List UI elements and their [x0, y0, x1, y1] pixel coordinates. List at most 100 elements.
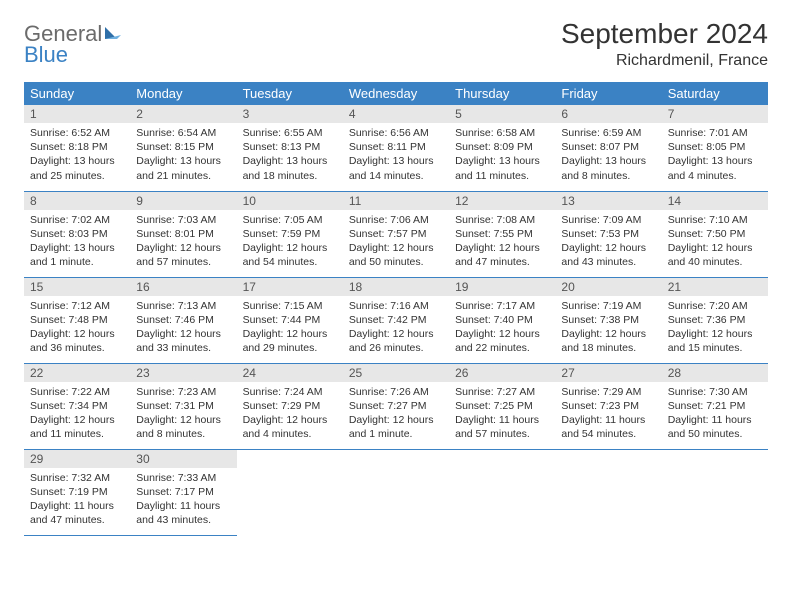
calendar-cell: 16Sunrise: 7:13 AMSunset: 7:46 PMDayligh… [130, 277, 236, 363]
daylight-text: Daylight: 11 hours and 47 minutes. [30, 499, 124, 527]
day-number: 30 [130, 450, 236, 468]
day-body: Sunrise: 7:02 AMSunset: 8:03 PMDaylight:… [24, 210, 130, 274]
day-body: Sunrise: 6:56 AMSunset: 8:11 PMDaylight:… [343, 123, 449, 187]
day-number: 8 [24, 192, 130, 210]
day-number: 16 [130, 278, 236, 296]
sunrise-text: Sunrise: 7:17 AM [455, 299, 549, 313]
sunset-text: Sunset: 7:50 PM [668, 227, 762, 241]
day-body: Sunrise: 7:30 AMSunset: 7:21 PMDaylight:… [662, 382, 768, 446]
daylight-text: Daylight: 12 hours and 47 minutes. [455, 241, 549, 269]
day-header: Tuesday [237, 82, 343, 105]
sunrise-text: Sunrise: 7:23 AM [136, 385, 230, 399]
sunset-text: Sunset: 7:38 PM [561, 313, 655, 327]
day-body: Sunrise: 7:01 AMSunset: 8:05 PMDaylight:… [662, 123, 768, 187]
day-body: Sunrise: 6:54 AMSunset: 8:15 PMDaylight:… [130, 123, 236, 187]
sunset-text: Sunset: 8:05 PM [668, 140, 762, 154]
calendar-cell: 23Sunrise: 7:23 AMSunset: 7:31 PMDayligh… [130, 363, 236, 449]
sunrise-text: Sunrise: 7:26 AM [349, 385, 443, 399]
calendar-cell: 19Sunrise: 7:17 AMSunset: 7:40 PMDayligh… [449, 277, 555, 363]
calendar-cell: 14Sunrise: 7:10 AMSunset: 7:50 PMDayligh… [662, 191, 768, 277]
calendar-cell: 9Sunrise: 7:03 AMSunset: 8:01 PMDaylight… [130, 191, 236, 277]
sunset-text: Sunset: 8:15 PM [136, 140, 230, 154]
calendar-cell: 27Sunrise: 7:29 AMSunset: 7:23 PMDayligh… [555, 363, 661, 449]
daylight-text: Daylight: 12 hours and 26 minutes. [349, 327, 443, 355]
daylight-text: Daylight: 12 hours and 4 minutes. [243, 413, 337, 441]
daylight-text: Daylight: 12 hours and 36 minutes. [30, 327, 124, 355]
day-body: Sunrise: 6:59 AMSunset: 8:07 PMDaylight:… [555, 123, 661, 187]
day-body: Sunrise: 7:23 AMSunset: 7:31 PMDaylight:… [130, 382, 236, 446]
daylight-text: Daylight: 12 hours and 33 minutes. [136, 327, 230, 355]
daylight-text: Daylight: 13 hours and 8 minutes. [561, 154, 655, 182]
day-body: Sunrise: 7:10 AMSunset: 7:50 PMDaylight:… [662, 210, 768, 274]
sunrise-text: Sunrise: 6:54 AM [136, 126, 230, 140]
sunrise-text: Sunrise: 7:33 AM [136, 471, 230, 485]
day-body: Sunrise: 7:24 AMSunset: 7:29 PMDaylight:… [237, 382, 343, 446]
sunset-text: Sunset: 7:17 PM [136, 485, 230, 499]
daylight-text: Daylight: 12 hours and 57 minutes. [136, 241, 230, 269]
sunrise-text: Sunrise: 7:13 AM [136, 299, 230, 313]
day-header-row: Sunday Monday Tuesday Wednesday Thursday… [24, 82, 768, 105]
day-body: Sunrise: 6:52 AMSunset: 8:18 PMDaylight:… [24, 123, 130, 187]
calendar-cell: 21Sunrise: 7:20 AMSunset: 7:36 PMDayligh… [662, 277, 768, 363]
calendar-week: 1Sunrise: 6:52 AMSunset: 8:18 PMDaylight… [24, 105, 768, 191]
day-body: Sunrise: 7:20 AMSunset: 7:36 PMDaylight:… [662, 296, 768, 360]
calendar-cell: 1Sunrise: 6:52 AMSunset: 8:18 PMDaylight… [24, 105, 130, 191]
daylight-text: Daylight: 12 hours and 18 minutes. [561, 327, 655, 355]
day-body: Sunrise: 7:13 AMSunset: 7:46 PMDaylight:… [130, 296, 236, 360]
sunrise-text: Sunrise: 7:24 AM [243, 385, 337, 399]
sunrise-text: Sunrise: 7:03 AM [136, 213, 230, 227]
day-number: 21 [662, 278, 768, 296]
sunrise-text: Sunrise: 7:05 AM [243, 213, 337, 227]
sunset-text: Sunset: 7:53 PM [561, 227, 655, 241]
day-number: 15 [24, 278, 130, 296]
day-number: 28 [662, 364, 768, 382]
day-body: Sunrise: 7:15 AMSunset: 7:44 PMDaylight:… [237, 296, 343, 360]
calendar-cell [343, 449, 449, 535]
daylight-text: Daylight: 12 hours and 29 minutes. [243, 327, 337, 355]
sunrise-text: Sunrise: 7:29 AM [561, 385, 655, 399]
sunrise-text: Sunrise: 7:19 AM [561, 299, 655, 313]
daylight-text: Daylight: 11 hours and 50 minutes. [668, 413, 762, 441]
sunset-text: Sunset: 8:18 PM [30, 140, 124, 154]
day-number: 17 [237, 278, 343, 296]
day-body: Sunrise: 7:05 AMSunset: 7:59 PMDaylight:… [237, 210, 343, 274]
calendar-cell: 20Sunrise: 7:19 AMSunset: 7:38 PMDayligh… [555, 277, 661, 363]
sunset-text: Sunset: 7:42 PM [349, 313, 443, 327]
day-body: Sunrise: 7:19 AMSunset: 7:38 PMDaylight:… [555, 296, 661, 360]
day-number: 11 [343, 192, 449, 210]
calendar-cell: 24Sunrise: 7:24 AMSunset: 7:29 PMDayligh… [237, 363, 343, 449]
day-body: Sunrise: 7:17 AMSunset: 7:40 PMDaylight:… [449, 296, 555, 360]
day-body: Sunrise: 7:16 AMSunset: 7:42 PMDaylight:… [343, 296, 449, 360]
sunset-text: Sunset: 8:07 PM [561, 140, 655, 154]
calendar-cell: 18Sunrise: 7:16 AMSunset: 7:42 PMDayligh… [343, 277, 449, 363]
sunset-text: Sunset: 7:27 PM [349, 399, 443, 413]
day-number: 4 [343, 105, 449, 123]
day-number: 9 [130, 192, 236, 210]
calendar-week: 29Sunrise: 7:32 AMSunset: 7:19 PMDayligh… [24, 449, 768, 535]
sunset-text: Sunset: 7:48 PM [30, 313, 124, 327]
day-number: 23 [130, 364, 236, 382]
daylight-text: Daylight: 11 hours and 57 minutes. [455, 413, 549, 441]
daylight-text: Daylight: 13 hours and 25 minutes. [30, 154, 124, 182]
sunrise-text: Sunrise: 7:06 AM [349, 213, 443, 227]
sunrise-text: Sunrise: 7:15 AM [243, 299, 337, 313]
calendar-cell [555, 449, 661, 535]
day-number: 29 [24, 450, 130, 468]
daylight-text: Daylight: 12 hours and 54 minutes. [243, 241, 337, 269]
sunrise-text: Sunrise: 7:01 AM [668, 126, 762, 140]
sunset-text: Sunset: 8:01 PM [136, 227, 230, 241]
day-number: 1 [24, 105, 130, 123]
daylight-text: Daylight: 12 hours and 11 minutes. [30, 413, 124, 441]
calendar-cell: 3Sunrise: 6:55 AMSunset: 8:13 PMDaylight… [237, 105, 343, 191]
day-number: 19 [449, 278, 555, 296]
calendar-cell: 10Sunrise: 7:05 AMSunset: 7:59 PMDayligh… [237, 191, 343, 277]
sunrise-text: Sunrise: 7:08 AM [455, 213, 549, 227]
calendar-cell [237, 449, 343, 535]
calendar-cell: 17Sunrise: 7:15 AMSunset: 7:44 PMDayligh… [237, 277, 343, 363]
sunset-text: Sunset: 7:46 PM [136, 313, 230, 327]
day-body: Sunrise: 7:03 AMSunset: 8:01 PMDaylight:… [130, 210, 236, 274]
day-header: Sunday [24, 82, 130, 105]
day-body: Sunrise: 7:29 AMSunset: 7:23 PMDaylight:… [555, 382, 661, 446]
day-number: 7 [662, 105, 768, 123]
sunset-text: Sunset: 7:29 PM [243, 399, 337, 413]
